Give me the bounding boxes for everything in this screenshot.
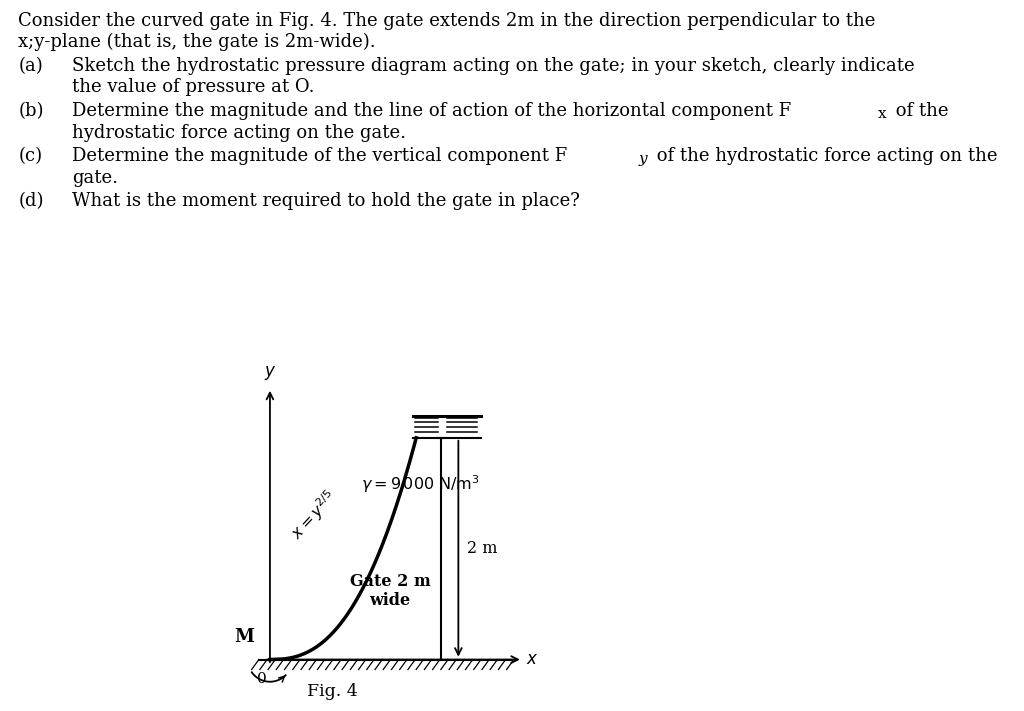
Text: x;y-plane (that is, the gate is 2m-wide).: x;y-plane (that is, the gate is 2m-wide)… — [18, 33, 376, 51]
Text: hydrostatic force acting on the gate.: hydrostatic force acting on the gate. — [72, 124, 406, 141]
Text: the value of pressure at O.: the value of pressure at O. — [72, 78, 314, 97]
Text: Fig. 4: Fig. 4 — [307, 683, 358, 700]
Text: 2 m: 2 m — [467, 540, 498, 557]
Text: M: M — [234, 629, 254, 646]
Text: $\gamma = 9\,000\ \mathrm{N/m^3}$: $\gamma = 9\,000\ \mathrm{N/m^3}$ — [360, 474, 479, 496]
Text: What is the moment required to hold the gate in place?: What is the moment required to hold the … — [72, 193, 580, 210]
Text: Sketch the hydrostatic pressure diagram acting on the gate; in your sketch, clea: Sketch the hydrostatic pressure diagram … — [72, 57, 914, 75]
Text: of the: of the — [890, 102, 948, 120]
Text: (a): (a) — [18, 57, 43, 75]
Text: (d): (d) — [18, 193, 44, 210]
Text: Determine the magnitude of the vertical component F: Determine the magnitude of the vertical … — [72, 147, 567, 165]
Text: $x = y^{2/5}$: $x = y^{2/5}$ — [287, 486, 342, 544]
Text: gate.: gate. — [72, 169, 118, 187]
Text: of the hydrostatic force acting on the: of the hydrostatic force acting on the — [651, 147, 997, 165]
Text: 0: 0 — [257, 673, 267, 687]
Text: Determine the magnitude and the line of action of the horizontal component F: Determine the magnitude and the line of … — [72, 102, 791, 120]
Text: (c): (c) — [18, 147, 43, 165]
Text: $y$: $y$ — [264, 364, 276, 383]
Text: x: x — [878, 107, 886, 121]
Text: $x$: $x$ — [526, 651, 539, 668]
Text: Gate 2 m
wide: Gate 2 m wide — [350, 572, 430, 609]
Text: (b): (b) — [18, 102, 44, 120]
Text: y: y — [639, 152, 647, 166]
Text: Consider the curved gate in Fig. 4. The gate extends 2m in the direction perpend: Consider the curved gate in Fig. 4. The … — [18, 11, 876, 30]
